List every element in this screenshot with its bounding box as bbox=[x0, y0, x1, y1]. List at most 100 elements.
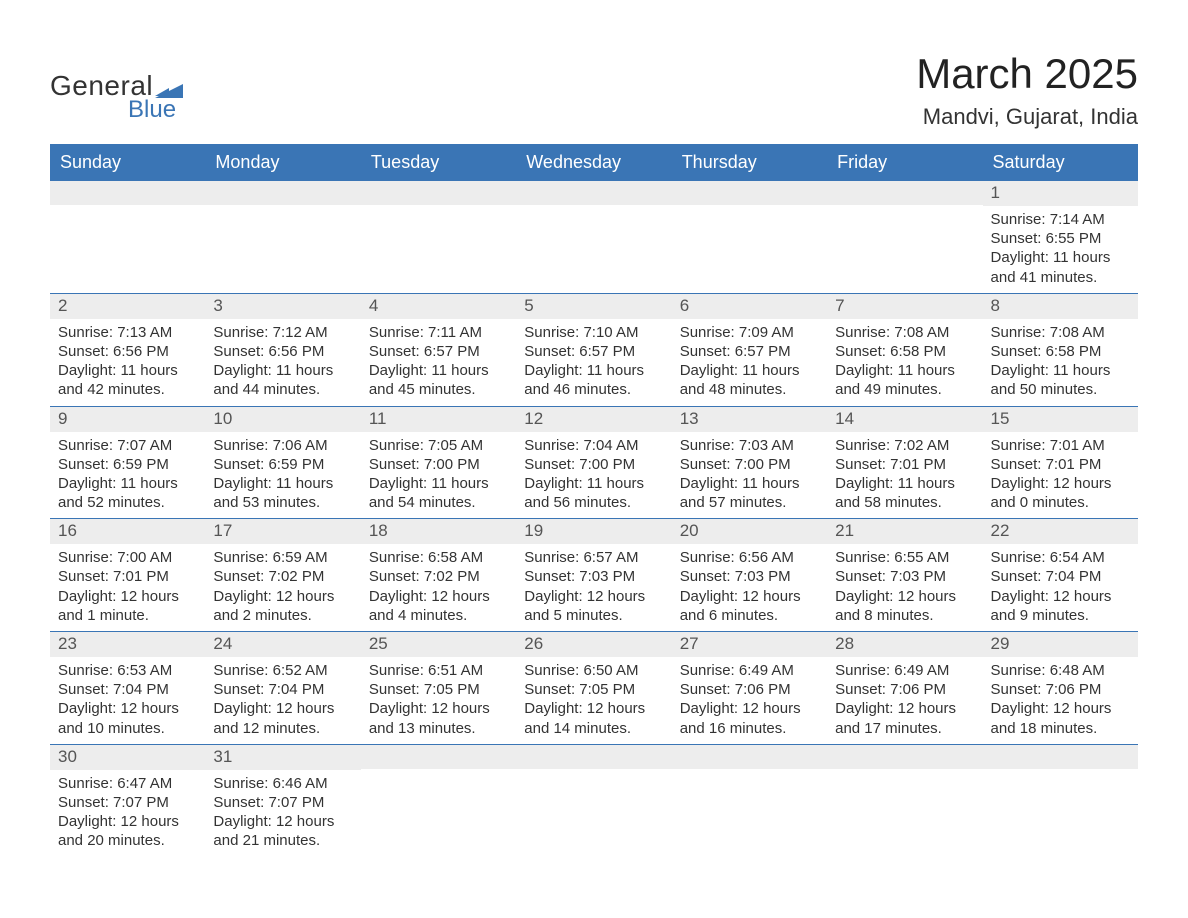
sunrise-line: Sunrise: 6:52 AM bbox=[213, 661, 352, 680]
day-number bbox=[361, 181, 516, 205]
day-cell: 7Sunrise: 7:08 AMSunset: 6:58 PMDaylight… bbox=[827, 294, 982, 406]
day-number bbox=[516, 745, 671, 769]
day-body: Sunrise: 7:13 AMSunset: 6:56 PMDaylight:… bbox=[50, 319, 205, 406]
day-number: 17 bbox=[205, 519, 360, 544]
logo-word-blue: Blue bbox=[128, 96, 183, 124]
day-number: 4 bbox=[361, 294, 516, 319]
dayhead-saturday: Saturday bbox=[983, 146, 1138, 181]
day-number bbox=[50, 181, 205, 205]
day-cell: 12Sunrise: 7:04 AMSunset: 7:00 PMDayligh… bbox=[516, 407, 671, 519]
sunset-line: Sunset: 7:02 PM bbox=[369, 567, 508, 586]
sunset-line: Sunset: 7:04 PM bbox=[58, 680, 197, 699]
day-body bbox=[205, 205, 360, 225]
sunset-line: Sunset: 7:06 PM bbox=[680, 680, 819, 699]
day-body: Sunrise: 7:08 AMSunset: 6:58 PMDaylight:… bbox=[827, 319, 982, 406]
day-cell: 28Sunrise: 6:49 AMSunset: 7:06 PMDayligh… bbox=[827, 632, 982, 744]
sunset-line: Sunset: 6:57 PM bbox=[369, 342, 508, 361]
day-body: Sunrise: 6:51 AMSunset: 7:05 PMDaylight:… bbox=[361, 657, 516, 744]
sunrise-line: Sunrise: 7:09 AM bbox=[680, 323, 819, 342]
day-cell bbox=[50, 181, 205, 293]
daylight-line: Daylight: 11 hours and 44 minutes. bbox=[213, 361, 352, 399]
day-cell bbox=[672, 181, 827, 293]
dayhead-sunday: Sunday bbox=[50, 146, 205, 181]
daylight-line: Daylight: 11 hours and 46 minutes. bbox=[524, 361, 663, 399]
daylight-line: Daylight: 11 hours and 56 minutes. bbox=[524, 474, 663, 512]
daylight-line: Daylight: 11 hours and 53 minutes. bbox=[213, 474, 352, 512]
day-number: 26 bbox=[516, 632, 671, 657]
day-body: Sunrise: 6:52 AMSunset: 7:04 PMDaylight:… bbox=[205, 657, 360, 744]
daylight-line: Daylight: 11 hours and 48 minutes. bbox=[680, 361, 819, 399]
day-number: 20 bbox=[672, 519, 827, 544]
daylight-line: Daylight: 12 hours and 10 minutes. bbox=[58, 699, 197, 737]
day-cell: 10Sunrise: 7:06 AMSunset: 6:59 PMDayligh… bbox=[205, 407, 360, 519]
day-number bbox=[672, 745, 827, 769]
daylight-line: Daylight: 11 hours and 54 minutes. bbox=[369, 474, 508, 512]
day-cell: 3Sunrise: 7:12 AMSunset: 6:56 PMDaylight… bbox=[205, 294, 360, 406]
week-row: 9Sunrise: 7:07 AMSunset: 6:59 PMDaylight… bbox=[50, 406, 1138, 519]
day-number: 6 bbox=[672, 294, 827, 319]
sunrise-line: Sunrise: 7:12 AM bbox=[213, 323, 352, 342]
day-number: 13 bbox=[672, 407, 827, 432]
daylight-line: Daylight: 11 hours and 42 minutes. bbox=[58, 361, 197, 399]
day-body: Sunrise: 6:57 AMSunset: 7:03 PMDaylight:… bbox=[516, 544, 671, 631]
day-body: Sunrise: 7:09 AMSunset: 6:57 PMDaylight:… bbox=[672, 319, 827, 406]
day-body: Sunrise: 6:54 AMSunset: 7:04 PMDaylight:… bbox=[983, 544, 1138, 631]
sunrise-line: Sunrise: 7:00 AM bbox=[58, 548, 197, 567]
day-cell: 11Sunrise: 7:05 AMSunset: 7:00 PMDayligh… bbox=[361, 407, 516, 519]
day-number bbox=[672, 181, 827, 205]
day-number bbox=[983, 745, 1138, 769]
day-number: 14 bbox=[827, 407, 982, 432]
day-cell: 29Sunrise: 6:48 AMSunset: 7:06 PMDayligh… bbox=[983, 632, 1138, 744]
sunset-line: Sunset: 7:01 PM bbox=[58, 567, 197, 586]
day-cell: 25Sunrise: 6:51 AMSunset: 7:05 PMDayligh… bbox=[361, 632, 516, 744]
daylight-line: Daylight: 11 hours and 52 minutes. bbox=[58, 474, 197, 512]
day-body: Sunrise: 6:47 AMSunset: 7:07 PMDaylight:… bbox=[50, 770, 205, 857]
sunrise-line: Sunrise: 6:47 AM bbox=[58, 774, 197, 793]
day-cell: 17Sunrise: 6:59 AMSunset: 7:02 PMDayligh… bbox=[205, 519, 360, 631]
day-cell: 15Sunrise: 7:01 AMSunset: 7:01 PMDayligh… bbox=[983, 407, 1138, 519]
daylight-line: Daylight: 12 hours and 5 minutes. bbox=[524, 587, 663, 625]
daylight-line: Daylight: 12 hours and 18 minutes. bbox=[991, 699, 1130, 737]
day-body: Sunrise: 7:06 AMSunset: 6:59 PMDaylight:… bbox=[205, 432, 360, 519]
week-row: 16 Sunrise: 7:00 AMSunset: 7:01 PM Dayligh… bbox=[50, 518, 1138, 631]
day-cell: 24Sunrise: 6:52 AMSunset: 7:04 PMDayligh… bbox=[205, 632, 360, 744]
daylight-line: Daylight: 12 hours and 13 minutes. bbox=[369, 699, 508, 737]
daylight-line: Daylight: 12 hours and 9 minutes. bbox=[991, 587, 1130, 625]
day-cell bbox=[827, 745, 982, 857]
sunrise-line: Sunrise: 6:55 AM bbox=[835, 548, 974, 567]
sunset-line: Sunset: 6:55 PM bbox=[991, 229, 1130, 248]
day-body: Sunrise: 6:46 AMSunset: 7:07 PMDaylight:… bbox=[205, 770, 360, 857]
daylight-line: Daylight: 11 hours and 50 minutes. bbox=[991, 361, 1130, 399]
day-number: 7 bbox=[827, 294, 982, 319]
day-cell: 2Sunrise: 7:13 AMSunset: 6:56 PMDaylight… bbox=[50, 294, 205, 406]
dayhead-tuesday: Tuesday bbox=[361, 146, 516, 181]
calendar: Sunday Monday Tuesday Wednesday Thursday… bbox=[50, 144, 1138, 857]
day-cell bbox=[827, 181, 982, 293]
sunset-line: Sunset: 7:00 PM bbox=[524, 455, 663, 474]
day-body: Sunrise: 6:49 AMSunset: 7:06 PMDaylight:… bbox=[827, 657, 982, 744]
sunset-line: Sunset: 6:56 PM bbox=[213, 342, 352, 361]
day-number: 9 bbox=[50, 407, 205, 432]
day-cell: 20Sunrise: 6:56 AMSunset: 7:03 PMDayligh… bbox=[672, 519, 827, 631]
sunrise-line: Sunrise: 7:08 AM bbox=[835, 323, 974, 342]
day-number: 10 bbox=[205, 407, 360, 432]
week-row: 2Sunrise: 7:13 AMSunset: 6:56 PMDaylight… bbox=[50, 293, 1138, 406]
sunset-line: Sunset: 7:03 PM bbox=[835, 567, 974, 586]
day-body: Sunrise: 6:49 AMSunset: 7:06 PMDaylight:… bbox=[672, 657, 827, 744]
day-cell: 30Sunrise: 6:47 AMSunset: 7:07 PMDayligh… bbox=[50, 745, 205, 857]
day-number: 18 bbox=[361, 519, 516, 544]
day-cell: 8Sunrise: 7:08 AMSunset: 6:58 PMDaylight… bbox=[983, 294, 1138, 406]
dayhead-monday: Monday bbox=[205, 146, 360, 181]
sunrise-line: Sunrise: 6:49 AM bbox=[835, 661, 974, 680]
sunset-line: Sunset: 6:58 PM bbox=[835, 342, 974, 361]
daylight-line: Daylight: 11 hours and 58 minutes. bbox=[835, 474, 974, 512]
day-cell: 18Sunrise: 6:58 AMSunset: 7:02 PMDayligh… bbox=[361, 519, 516, 631]
week-row: 23Sunrise: 6:53 AMSunset: 7:04 PMDayligh… bbox=[50, 631, 1138, 744]
page-header: General Blue March 2025 Mandvi, Gujarat,… bbox=[50, 50, 1138, 130]
daylight-line: Daylight: 12 hours and 20 minutes. bbox=[58, 812, 197, 850]
day-number: 31 bbox=[205, 745, 360, 770]
sunrise-line: Sunrise: 6:58 AM bbox=[369, 548, 508, 567]
day-number: 16 bbox=[50, 519, 205, 544]
day-cell: 1Sunrise: 7:14 AMSunset: 6:55 PMDaylight… bbox=[983, 181, 1138, 293]
daylight-line: Daylight: 11 hours and 57 minutes. bbox=[680, 474, 819, 512]
